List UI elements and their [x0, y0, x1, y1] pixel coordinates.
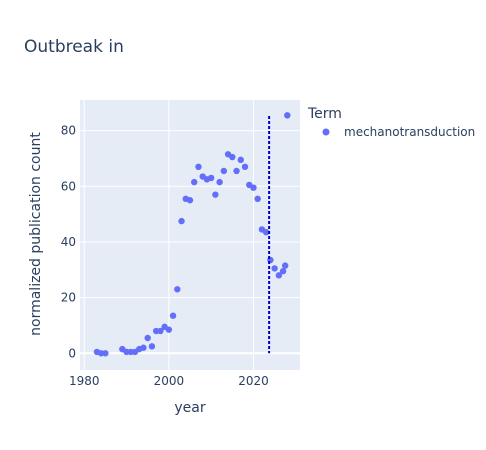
- data-point[interactable]: [140, 344, 147, 351]
- data-point[interactable]: [195, 163, 202, 171]
- data-point[interactable]: [284, 112, 291, 119]
- data-point[interactable]: [216, 178, 223, 186]
- grid: [80, 100, 300, 370]
- data-point[interactable]: [281, 262, 289, 269]
- x-axis-title: year: [174, 400, 205, 416]
- data-point[interactable]: [191, 178, 198, 186]
- data-point[interactable]: [220, 167, 228, 175]
- data-point[interactable]: [174, 286, 181, 293]
- data-point[interactable]: [169, 312, 177, 319]
- y-tick-label: 40: [61, 235, 76, 249]
- x-axis-ticks: 1980 2000 2020: [69, 374, 269, 388]
- x-tick-label: 2000: [154, 374, 185, 388]
- data-point[interactable]: [157, 327, 164, 335]
- chart-title: Outbreak in: [24, 37, 124, 57]
- y-tick-label: 80: [61, 124, 76, 138]
- data-point[interactable]: [186, 197, 194, 204]
- y-axis-ticks: 0 20 40 60 80: [61, 124, 76, 361]
- data-point[interactable]: [229, 153, 236, 161]
- data-point[interactable]: [178, 217, 185, 225]
- data-point[interactable]: [271, 265, 278, 272]
- y-tick-label: 0: [68, 346, 76, 360]
- x-tick-label: 1980: [69, 374, 100, 388]
- data-point[interactable]: [207, 174, 215, 182]
- data-point[interactable]: [212, 191, 219, 198]
- legend-marker[interactable]: [322, 128, 330, 136]
- data-point[interactable]: [165, 326, 173, 333]
- data-point[interactable]: [233, 167, 240, 175]
- data-point[interactable]: [275, 272, 283, 279]
- data-point[interactable]: [148, 343, 156, 350]
- data-point[interactable]: [250, 184, 257, 191]
- y-tick-label: 20: [61, 291, 76, 305]
- y-axis-title: normalized publication count: [28, 132, 44, 336]
- scatter-points: [93, 112, 291, 357]
- plot-area: [80, 100, 300, 370]
- y-tick-label: 60: [61, 179, 76, 193]
- data-point[interactable]: [262, 229, 270, 236]
- data-point[interactable]: [237, 156, 244, 164]
- legend-item-label[interactable]: mechanotransduction: [344, 125, 475, 139]
- data-point[interactable]: [241, 163, 249, 171]
- legend-title: Term: [307, 106, 342, 122]
- data-point[interactable]: [144, 334, 151, 342]
- data-point[interactable]: [279, 267, 287, 275]
- data-point[interactable]: [254, 195, 261, 203]
- data-point[interactable]: [102, 350, 109, 357]
- x-tick-label: 2020: [238, 374, 269, 388]
